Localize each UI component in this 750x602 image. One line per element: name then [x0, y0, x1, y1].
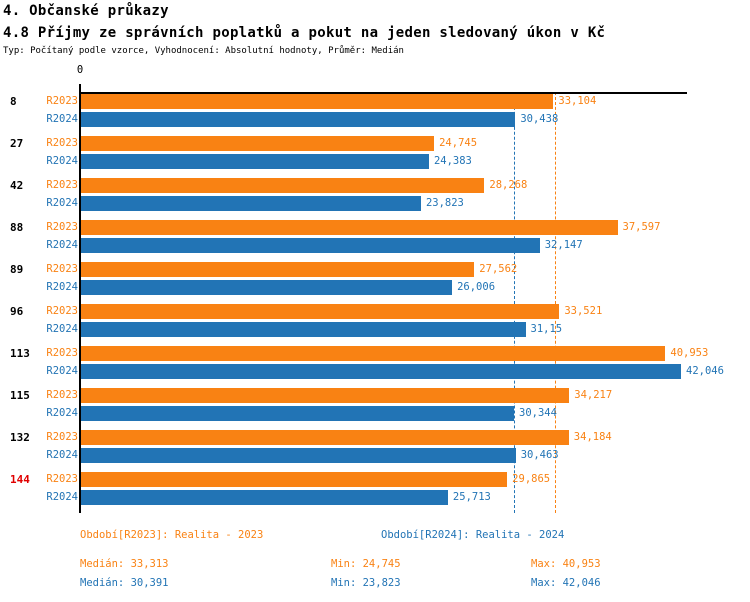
chart-meta-line: Typ: Počítaný podle vzorce, Vyhodnocení:… — [3, 46, 404, 56]
category-label-8: 8 — [10, 95, 17, 108]
value-label-r2023-8: 33,104 — [558, 95, 597, 107]
value-label-r2023-27: 24,745 — [439, 137, 478, 149]
reference-line-median-r2023 — [555, 92, 557, 513]
category-label-96: 96 — [10, 305, 24, 318]
series-label-r2024-144: R2024 — [46, 491, 78, 503]
reference-line-median-r2024 — [513, 92, 515, 513]
series-label-r2024-89: R2024 — [46, 281, 78, 293]
series-label-r2023-89: R2023 — [46, 263, 78, 275]
y-axis-line — [79, 84, 81, 513]
series-label-r2023-144: R2023 — [46, 473, 78, 485]
series-label-r2024-27: R2024 — [46, 155, 78, 167]
value-label-r2024-144: 25,713 — [452, 491, 491, 503]
series-label-r2023-115: R2023 — [46, 389, 78, 401]
bar-r2023-8 — [81, 94, 554, 109]
bar-r2023-132 — [81, 430, 569, 445]
series-label-r2024-42: R2024 — [46, 197, 78, 209]
bar-r2023-42 — [81, 178, 485, 193]
bar-r2023-88 — [81, 220, 618, 235]
value-label-r2024-132: 30,463 — [520, 449, 559, 461]
series-label-r2023-113: R2023 — [46, 347, 78, 359]
value-label-r2023-96: 33,521 — [564, 305, 603, 317]
value-label-r2023-132: 34,184 — [573, 431, 612, 443]
value-label-r2023-88: 37,597 — [622, 221, 661, 233]
chart-title: 4.8 Příjmy ze správních poplatků a pokut… — [3, 25, 606, 41]
bar-r2024-88 — [81, 238, 540, 253]
series-label-r2023-42: R2023 — [46, 179, 78, 191]
legend-period-2024: Období[R2024]: Realita - 2024 — [381, 529, 565, 541]
bar-r2023-27 — [81, 136, 435, 151]
bar-r2024-113 — [81, 364, 681, 379]
category-label-113: 113 — [10, 347, 30, 360]
stat-max-2024: Max: 42,046 — [531, 577, 601, 589]
stat-median-2024: Medián: 30,391 — [80, 577, 169, 589]
series-label-r2024-8: R2024 — [46, 113, 78, 125]
bar-r2023-96 — [81, 304, 560, 319]
series-label-r2024-132: R2024 — [46, 449, 78, 461]
category-label-88: 88 — [10, 221, 24, 234]
value-label-r2023-89: 27,562 — [479, 263, 518, 275]
stat-max-2023: Max: 40,953 — [531, 558, 601, 570]
series-label-r2024-96: R2024 — [46, 323, 78, 335]
bar-r2023-115 — [81, 388, 570, 403]
category-label-42: 42 — [10, 179, 24, 192]
series-label-r2023-96: R2023 — [46, 305, 78, 317]
bar-r2024-89 — [81, 280, 453, 295]
report-title: 4. Občanské průkazy — [3, 3, 169, 19]
bar-r2023-144 — [81, 472, 508, 487]
bar-r2023-89 — [81, 262, 475, 277]
bar-r2024-115 — [81, 406, 514, 421]
series-label-r2023-88: R2023 — [46, 221, 78, 233]
value-label-r2024-115: 30,344 — [519, 407, 557, 419]
category-label-144: 144 — [10, 473, 30, 486]
bar-r2024-27 — [81, 154, 429, 169]
value-label-r2024-96: 31,15 — [530, 323, 563, 335]
bar-r2024-42 — [81, 196, 421, 211]
bar-r2023-113 — [81, 346, 666, 361]
x-axis-top-line — [79, 92, 687, 94]
value-label-r2024-27: 24,383 — [433, 155, 472, 167]
series-label-r2023-132: R2023 — [46, 431, 78, 443]
category-label-115: 115 — [10, 389, 30, 402]
category-label-132: 132 — [10, 431, 30, 444]
stat-min-2023: Min: 24,745 — [331, 558, 401, 570]
bar-r2024-8 — [81, 112, 516, 127]
bar-r2024-132 — [81, 448, 516, 463]
bar-r2024-96 — [81, 322, 526, 337]
x-axis-tick-zero: 0 — [76, 64, 84, 76]
category-label-27: 27 — [10, 137, 24, 150]
category-label-89: 89 — [10, 263, 24, 276]
value-label-r2024-113: 42,046 — [686, 365, 724, 377]
series-label-r2023-27: R2023 — [46, 137, 78, 149]
value-label-r2024-42: 23,823 — [425, 197, 464, 209]
value-label-r2023-144: 29,865 — [512, 473, 551, 485]
value-label-r2024-8: 30,438 — [520, 113, 559, 125]
stat-min-2024: Min: 23,823 — [331, 577, 401, 589]
value-label-r2023-115: 34,217 — [574, 389, 613, 401]
value-label-r2024-88: 32,147 — [544, 239, 583, 251]
series-label-r2024-113: R2024 — [46, 365, 78, 377]
series-label-r2024-115: R2024 — [46, 407, 78, 419]
value-label-r2023-42: 28,268 — [489, 179, 528, 191]
series-label-r2023-8: R2023 — [46, 95, 78, 107]
stat-median-2023: Medián: 33,313 — [80, 558, 169, 570]
series-label-r2024-88: R2024 — [46, 239, 78, 251]
legend-period-2023: Období[R2023]: Realita - 2023 — [80, 529, 264, 541]
value-label-r2024-89: 26,006 — [457, 281, 496, 293]
bar-r2024-144 — [81, 490, 448, 505]
value-label-r2023-113: 40,953 — [670, 347, 709, 359]
